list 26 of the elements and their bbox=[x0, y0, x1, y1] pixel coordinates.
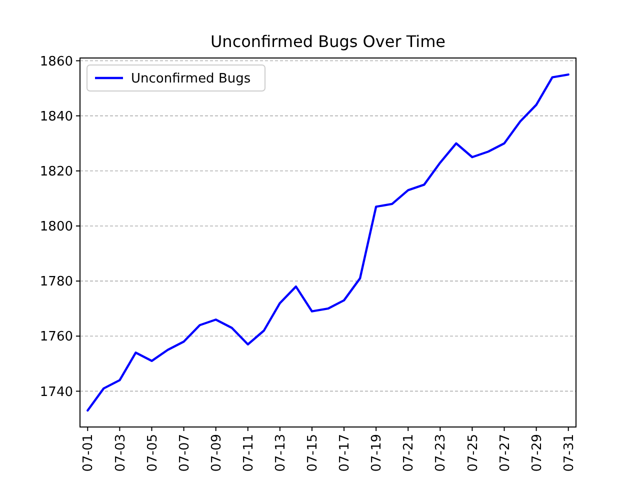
x-tick-label: 07-01 bbox=[81, 434, 96, 472]
y-tick-label: 1740 bbox=[40, 384, 73, 400]
y-tick-label: 1820 bbox=[40, 164, 73, 180]
x-tick-label: 07-25 bbox=[466, 434, 481, 472]
x-tick-label: 07-15 bbox=[306, 434, 321, 472]
x-tick-label: 07-03 bbox=[113, 434, 128, 472]
x-tick-label: 07-07 bbox=[177, 434, 192, 472]
legend-label: Unconfirmed Bugs bbox=[131, 72, 251, 87]
x-tick-label: 07-09 bbox=[209, 434, 224, 472]
y-tick-label: 1780 bbox=[40, 274, 73, 290]
x-tick-label: 07-05 bbox=[145, 434, 160, 472]
x-tick-label: 07-29 bbox=[530, 434, 545, 472]
chart-title: Unconfirmed Bugs Over Time bbox=[210, 32, 446, 51]
y-tick-label: 1840 bbox=[40, 109, 73, 124]
line-series bbox=[86, 73, 570, 412]
x-tick-label: 07-21 bbox=[402, 434, 417, 472]
x-tick-label: 07-27 bbox=[498, 434, 513, 472]
x-tick-label: 07-19 bbox=[370, 434, 385, 472]
x-tick-label: 07-17 bbox=[338, 434, 353, 472]
x-tick-label: 07-11 bbox=[241, 434, 256, 472]
y-tick-label: 1760 bbox=[40, 330, 73, 345]
y-tick-label: 1800 bbox=[40, 220, 73, 235]
x-tick-label: 07-23 bbox=[434, 434, 449, 472]
x-tick-label: 07-13 bbox=[273, 434, 288, 472]
y-tick-label: 1860 bbox=[40, 54, 73, 70]
x-tick-label: 07-31 bbox=[562, 434, 577, 472]
